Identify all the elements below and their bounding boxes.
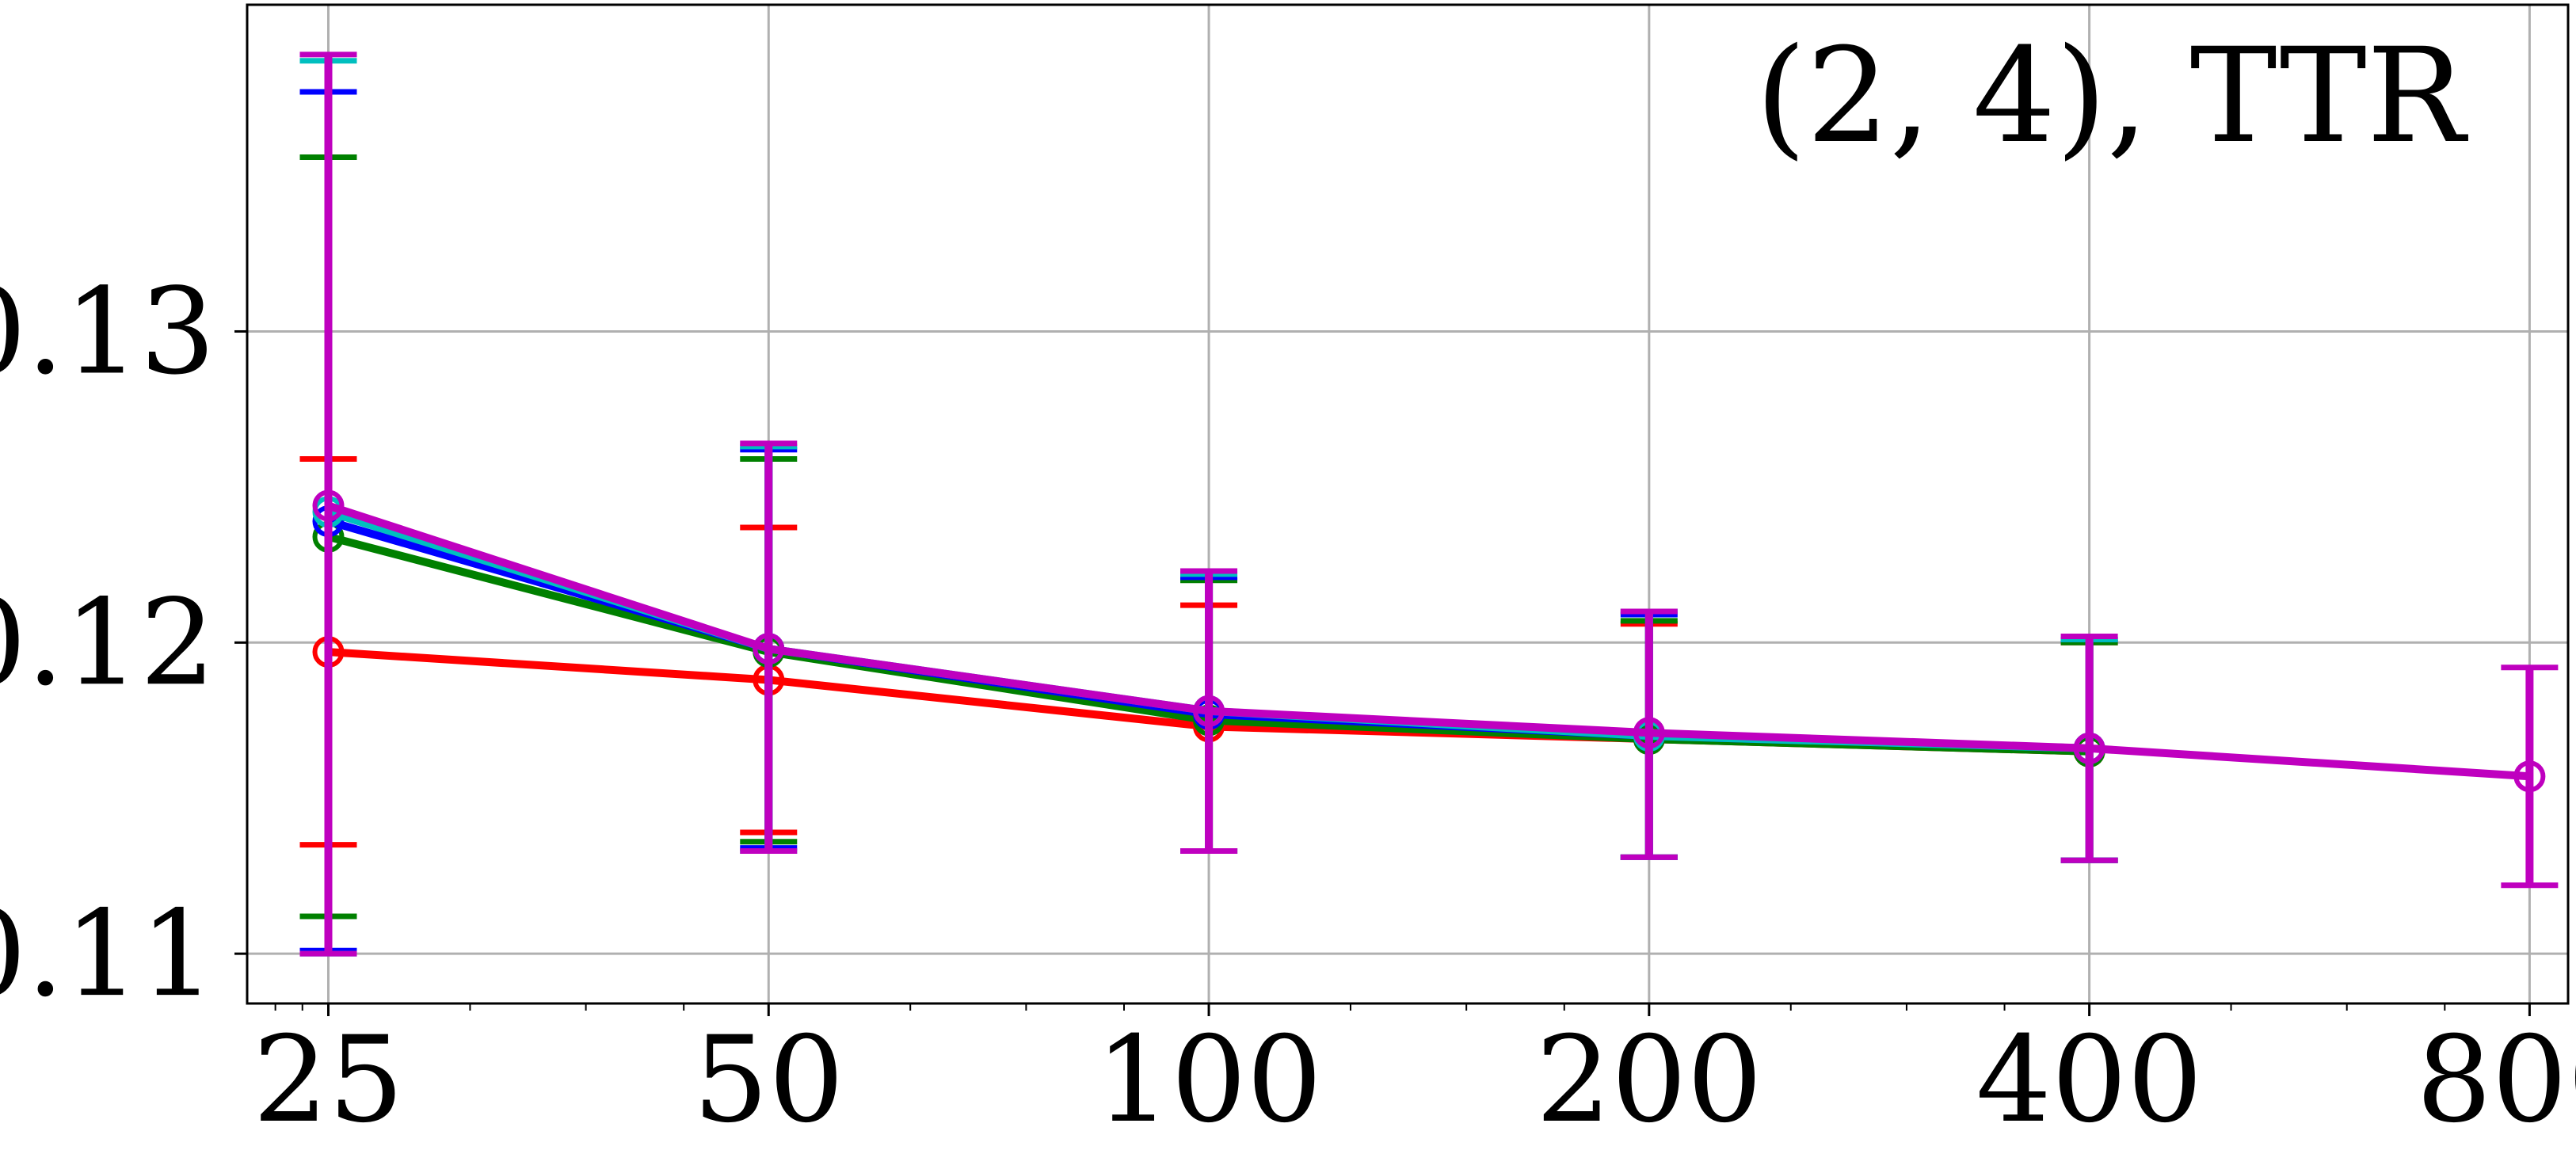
series-4 xyxy=(299,51,2559,957)
x-tick-label: 400 xyxy=(1976,1011,2202,1149)
chart-annotation: (2, 4), TTR xyxy=(1755,20,2469,172)
grid-lines xyxy=(247,5,2568,1003)
x-tick-label: 200 xyxy=(1536,1011,1762,1149)
series-line xyxy=(326,501,2530,781)
data-point xyxy=(2513,760,2546,793)
series-layer xyxy=(299,51,2559,957)
data-point xyxy=(1633,717,1665,749)
data-point xyxy=(753,633,785,665)
x-tick-label: 100 xyxy=(1096,1011,1322,1149)
plot-frame xyxy=(246,3,2570,1005)
y-axis: 0.11 0.12 0.13 xyxy=(0,263,247,1023)
x-tick-label: 25 xyxy=(253,1011,404,1149)
data-point xyxy=(312,489,345,522)
data-point xyxy=(1193,695,1225,727)
y-tick-label: 0.13 xyxy=(0,263,215,401)
data-point xyxy=(2073,732,2105,764)
x-tick-label: 800 xyxy=(2416,1011,2576,1149)
y-tick-label: 0.12 xyxy=(0,574,215,712)
y-tick-label: 0.11 xyxy=(0,885,215,1023)
x-axis: 25 50 100 200 400 800 xyxy=(253,1003,2576,1149)
x-tick-label: 50 xyxy=(693,1011,844,1149)
